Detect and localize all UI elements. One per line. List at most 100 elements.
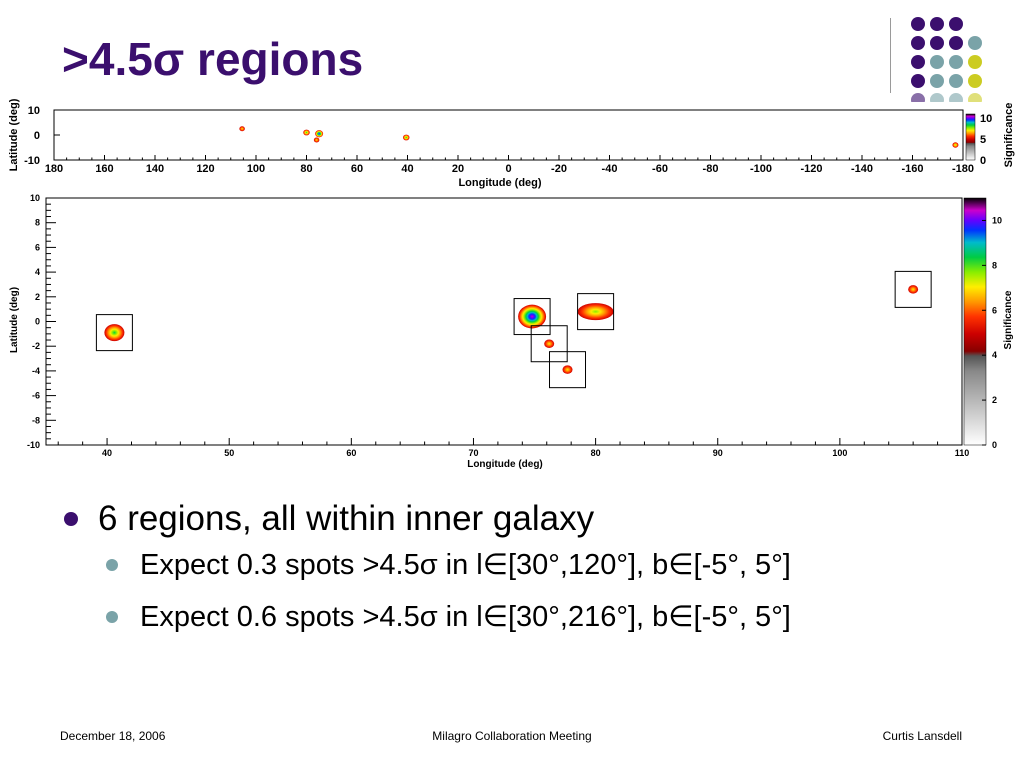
- top-x-tick-label: -100: [750, 163, 772, 175]
- top-x-tick-label: 80: [300, 163, 312, 175]
- dot-1-3: [968, 36, 982, 50]
- zoomed-significance-map: 40 50 60 70 80 90 100 1101086420-2-4-6-8-10Long…: [9, 194, 1014, 470]
- top-x-axis-label: Longitude (deg): [458, 177, 541, 189]
- footer-date: December 18, 2006: [60, 729, 166, 743]
- zoom-colorbar-tick-label: 8: [992, 260, 997, 270]
- bullet-main: 6 regions, all within inner galaxy: [62, 497, 984, 545]
- zoom-y-tick-label: 8: [35, 218, 40, 228]
- dot-0-0: [911, 17, 925, 31]
- top-map-spot: [239, 126, 245, 132]
- full-sky-significance-map: 180 160 140 120 100 80 60 40 20 0 -20 -40 -60 -80 -100…: [8, 98, 1015, 189]
- top-colorbar: [965, 113, 976, 161]
- zoom-colorbar-label: Significance: [1003, 290, 1014, 349]
- zoom-y-tick-label: 0: [35, 317, 40, 327]
- top-y-axis-label: Latitude (deg): [8, 98, 20, 171]
- zoom-x-tick-label: 50: [224, 448, 234, 458]
- dot-partial-2: [949, 93, 963, 102]
- dot-3-3: [968, 74, 982, 88]
- top-x-tick-label: -180: [952, 163, 974, 175]
- dot-partial-1: [930, 93, 944, 102]
- dot-1-1: [930, 36, 944, 50]
- region-box: [95, 314, 133, 352]
- top-x-tick-label: 180: [45, 163, 63, 175]
- zoom-x-tick-label: 90: [713, 448, 723, 458]
- dot-2-1: [930, 55, 944, 69]
- top-x-tick-label: -80: [703, 163, 719, 175]
- dot-2-2: [949, 55, 963, 69]
- top-x-tick-label: 160: [95, 163, 113, 175]
- zoom-map-spot: [544, 339, 555, 348]
- dot-3-2: [949, 74, 963, 88]
- top-y-tick-label: -10: [24, 155, 40, 167]
- footer-author: Curtis Lansdell: [882, 729, 962, 743]
- top-x-tick-label: 100: [247, 163, 265, 175]
- zoom-map-spot: [104, 324, 125, 342]
- top-x-tick-label: -140: [851, 163, 873, 175]
- sub-bullet-dot: [106, 611, 118, 623]
- zoom-colorbar-tick-label: 6: [992, 305, 997, 315]
- top-x-tick-label: 0: [505, 163, 511, 175]
- bullet-list: 6 regions, all within inner galaxy Expec…: [62, 497, 984, 649]
- top-colorbar-tick-label: 0: [980, 155, 986, 167]
- top-x-tick-label: 140: [146, 163, 164, 175]
- sub-bullet-dot: [106, 559, 118, 571]
- zoom-y-tick-label: -6: [32, 391, 40, 401]
- dot-0-1: [930, 17, 944, 31]
- zoom-x-tick-label: 110: [955, 448, 970, 458]
- zoom-map-spot: [562, 365, 573, 374]
- top-map-spot: [952, 142, 959, 148]
- zoom-y-tick-label: 2: [35, 292, 40, 302]
- zoom-map-spot: [518, 304, 547, 329]
- zoom-colorbar-tick-label: 0: [992, 440, 997, 450]
- slide-title: >4.5σ regions: [62, 33, 364, 85]
- dot-partial-0: [911, 93, 925, 102]
- decorative-dots: [911, 17, 982, 102]
- dot-partial-3: [968, 93, 982, 102]
- top-x-tick-label: 120: [196, 163, 214, 175]
- zoom-y-tick-label: 10: [30, 194, 40, 203]
- zoom-x-tick-label: 100: [832, 448, 847, 458]
- top-map-spot: [315, 130, 324, 138]
- top-x-tick-label: 60: [351, 163, 363, 175]
- zoom-y-tick-label: -4: [32, 366, 40, 376]
- top-x-tick-label: -160: [901, 163, 923, 175]
- zoom-y-axis-label: Latitude (deg): [9, 287, 20, 353]
- top-x-tick-label: -20: [551, 163, 567, 175]
- zoom-x-tick-label: 80: [591, 448, 601, 458]
- zoom-plot-frame: [45, 197, 963, 446]
- top-x-tick-label: 40: [401, 163, 413, 175]
- top-map-spot: [402, 134, 410, 141]
- top-y-tick-label: 0: [34, 130, 40, 142]
- top-x-tick-label: 20: [452, 163, 464, 175]
- sub-bullet-text: Expect 0.3 spots >4.5σ in l∈[30°,120°], …: [140, 549, 791, 581]
- region-box: [513, 298, 551, 336]
- top-colorbar-tick-label: 10: [980, 113, 992, 125]
- dot-2-0: [911, 55, 925, 69]
- dot-3-0: [911, 74, 925, 88]
- dot-1-0: [911, 36, 925, 50]
- top-colorbar-label: Significance: [1003, 103, 1015, 168]
- zoom-y-tick-label: -2: [32, 341, 40, 351]
- zoom-x-tick-label: 70: [468, 448, 478, 458]
- zoom-x-axis-label: Longitude (deg): [467, 459, 543, 470]
- footer-center: Milagro Collaboration Meeting: [0, 729, 1024, 743]
- zoom-x-tick-label: 60: [346, 448, 356, 458]
- sub-bullet: Expect 0.6 spots >4.5σ in l∈[30°,216°], …: [106, 597, 984, 649]
- zoom-colorbar-tick-label: 4: [992, 350, 997, 360]
- dot-2-3: [968, 55, 982, 69]
- bullet-main-text: 6 regions, all within inner galaxy: [98, 499, 595, 538]
- zoom-y-tick-label: -8: [32, 415, 40, 425]
- dot-0-2: [949, 17, 963, 31]
- zoom-colorbar-tick-label: 10: [992, 215, 1002, 225]
- zoom-map-spot: [577, 303, 614, 321]
- top-map-spot: [313, 137, 320, 143]
- top-x-tick-label: -40: [602, 163, 618, 175]
- zoom-colorbar: [963, 197, 987, 446]
- bullet-dot: [64, 512, 78, 526]
- top-colorbar-tick-label: 5: [980, 134, 986, 146]
- top-y-tick-label: 10: [28, 105, 40, 117]
- sub-bullet-text: Expect 0.6 spots >4.5σ in l∈[30°,216°], …: [140, 601, 791, 633]
- top-map-spot: [303, 129, 310, 136]
- region-box: [894, 270, 932, 308]
- zoom-x-tick-label: 40: [102, 448, 112, 458]
